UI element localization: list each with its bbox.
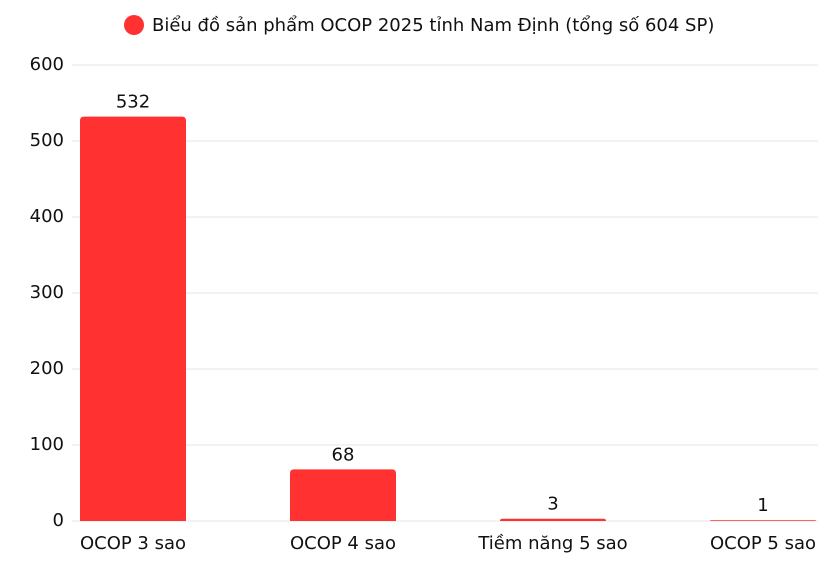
- value-label: 3: [547, 494, 558, 515]
- bar: [290, 469, 396, 521]
- y-tick-label: 200: [30, 358, 64, 379]
- x-tick-label: OCOP 4 sao: [290, 533, 396, 554]
- y-tick-label: 400: [30, 206, 64, 227]
- y-tick-label: 0: [53, 510, 64, 531]
- value-label: 68: [332, 444, 355, 465]
- y-tick-label: 500: [30, 130, 64, 151]
- legend-label: Biểu đồ sản phẩm OCOP 2025 tỉnh Nam Định…: [152, 15, 714, 36]
- bar: [710, 520, 816, 521]
- y-tick-label: 300: [30, 282, 64, 303]
- value-label: 1: [757, 495, 768, 516]
- x-tick-label: OCOP 3 sao: [80, 533, 186, 554]
- value-label: 532: [116, 92, 150, 113]
- y-tick-label: 100: [30, 434, 64, 455]
- bar: [500, 518, 606, 521]
- x-tick-label: OCOP 5 sao: [710, 533, 816, 554]
- x-tick-label: Tiềm năng 5 sao: [477, 533, 627, 554]
- bar: [80, 116, 186, 522]
- y-tick-label: 600: [30, 54, 64, 75]
- legend-swatch: [124, 15, 144, 35]
